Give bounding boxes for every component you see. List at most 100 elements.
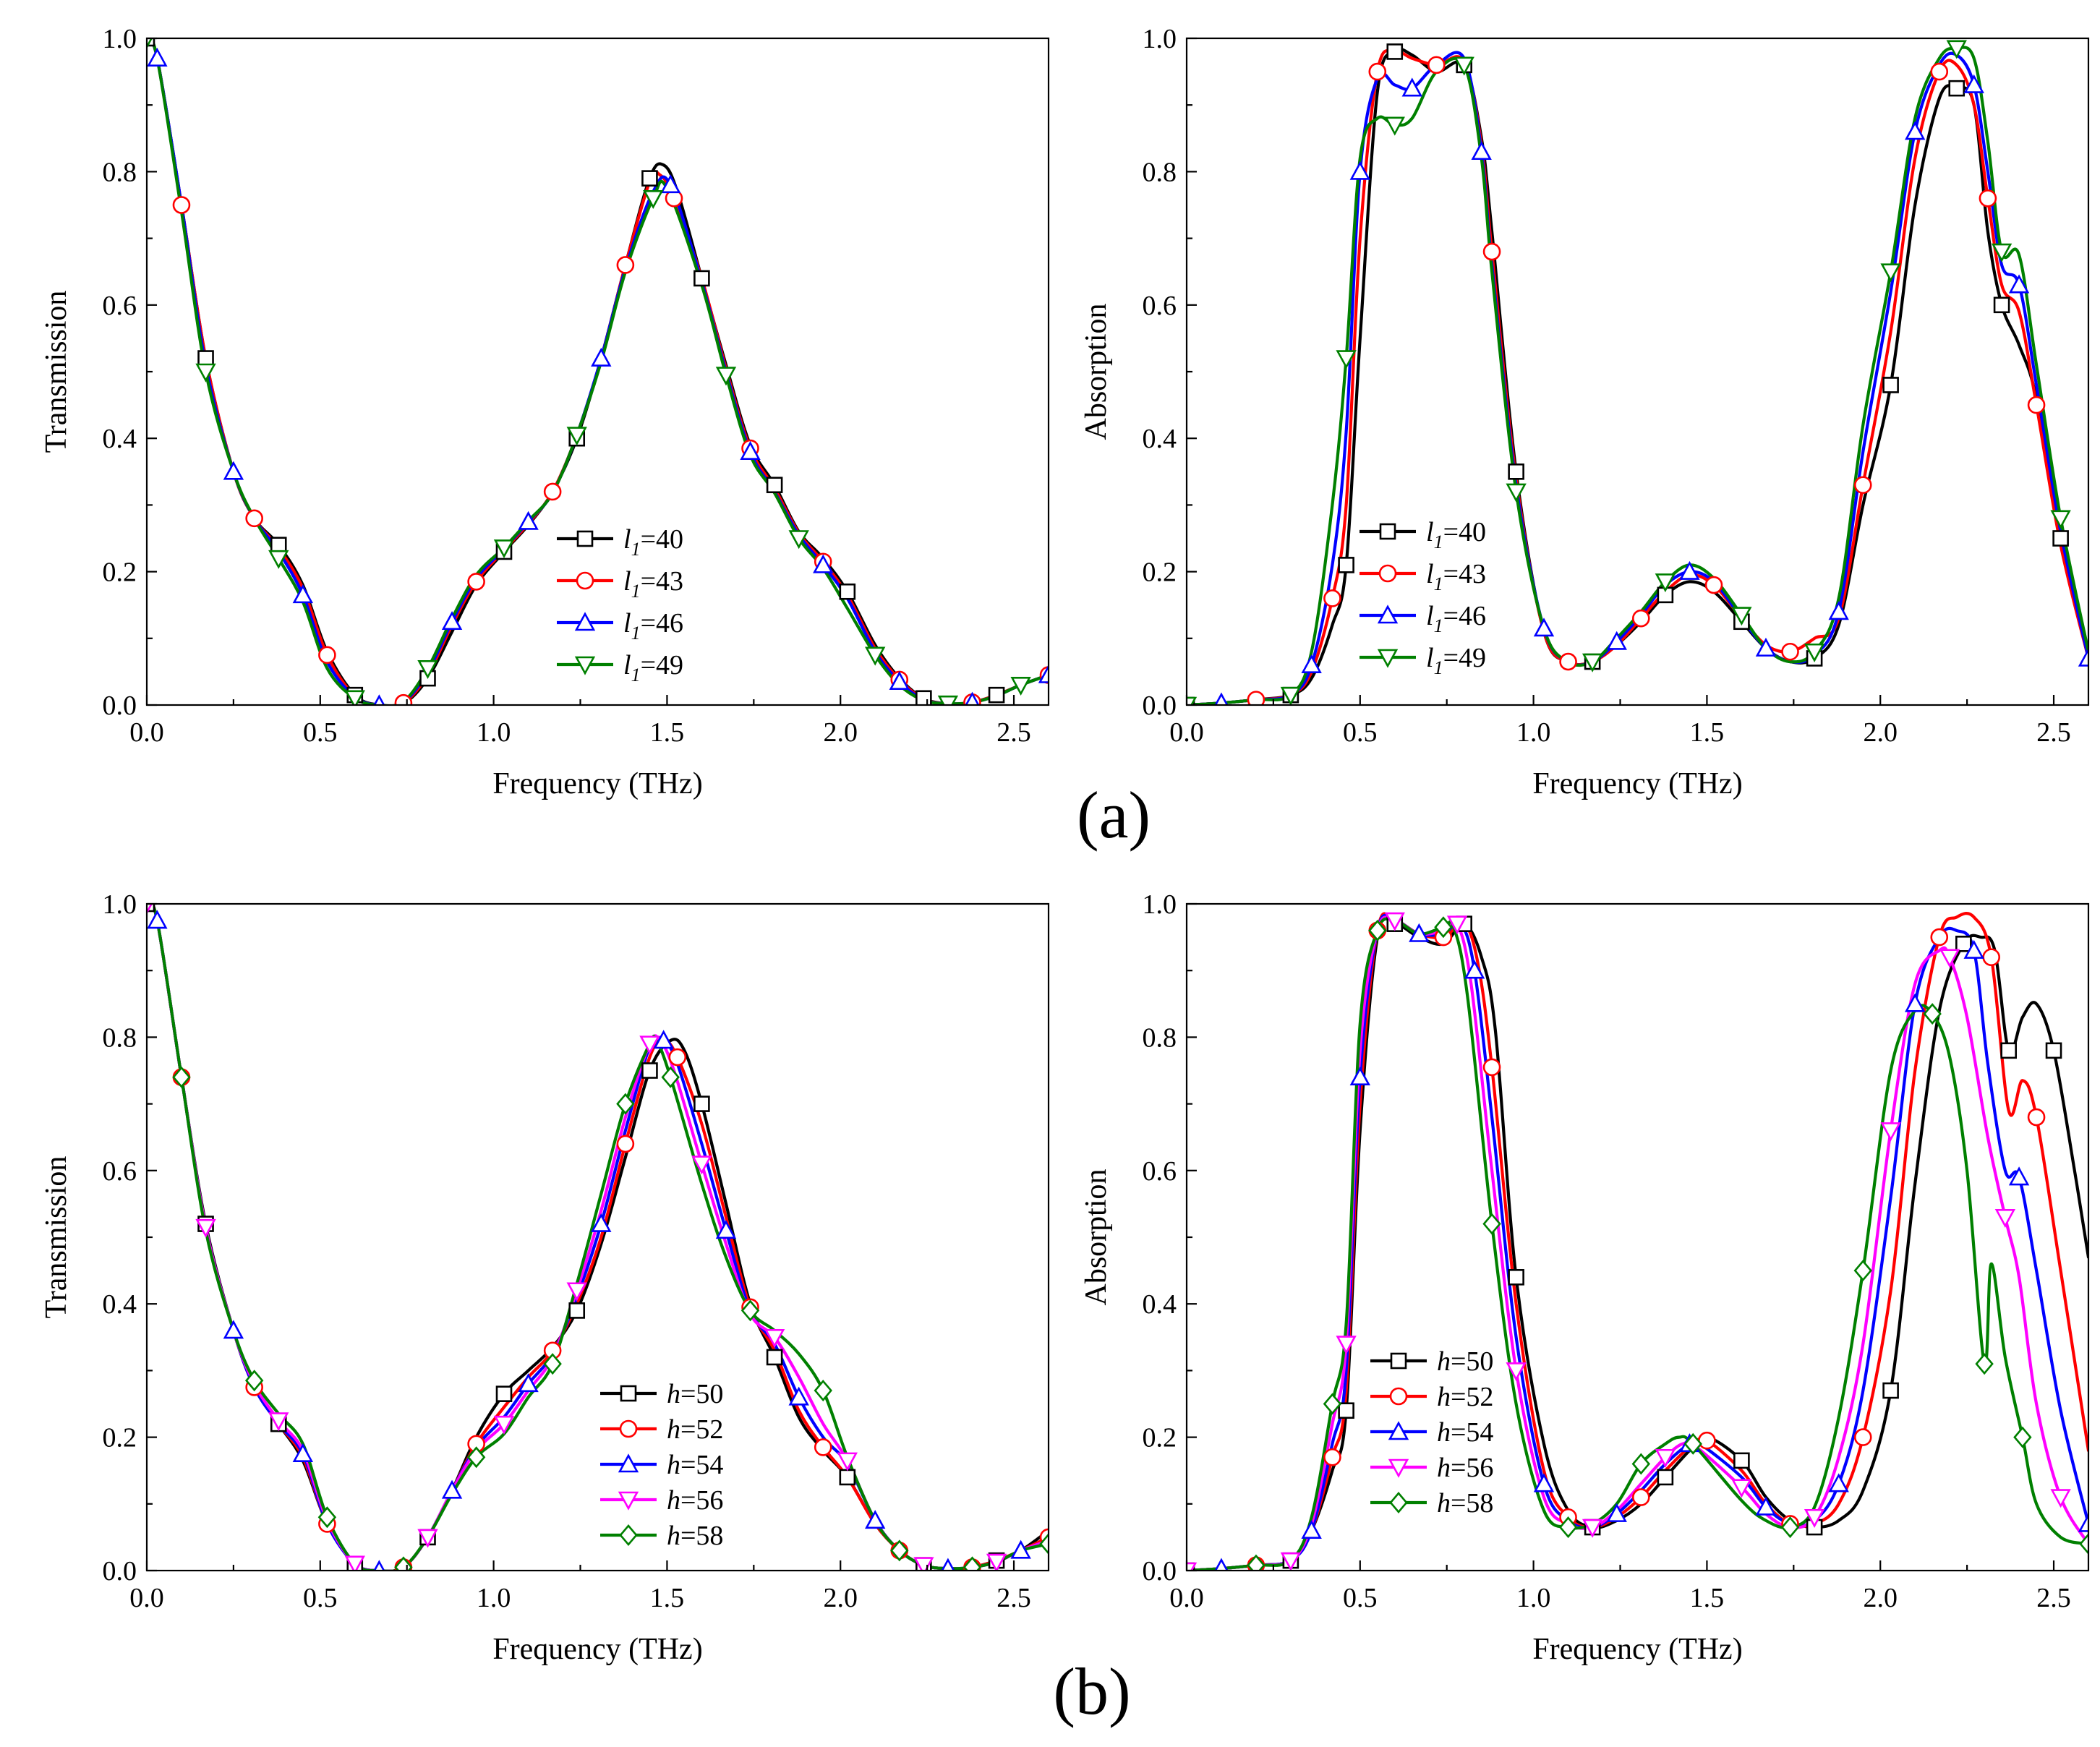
legend-label-40: l1=40 xyxy=(1426,517,1486,552)
data-point-54 xyxy=(2008,1166,2030,1186)
y-tick-label: 0.4 xyxy=(103,1289,137,1320)
data-point-40 xyxy=(1993,296,2010,314)
data-point-49 xyxy=(1336,350,1357,370)
data-point-58 xyxy=(661,1066,680,1088)
data-point-52 xyxy=(1698,1431,1716,1450)
data-point-46 xyxy=(1905,121,1926,140)
data-point-56 xyxy=(837,1452,858,1472)
y-axis-label: Absorption xyxy=(1080,304,1113,440)
data-point-56 xyxy=(1187,1562,1198,1571)
data-point-43 xyxy=(1631,609,1650,628)
legend-marker-52 xyxy=(1389,1387,1408,1406)
data-point-56 xyxy=(764,1329,785,1349)
x-tick-label: 1.0 xyxy=(477,1583,511,1613)
axis-frame xyxy=(1185,37,2090,706)
legend-marker-58 xyxy=(619,1524,638,1547)
data-point-56 xyxy=(1336,1336,1357,1355)
data-point-58 xyxy=(1247,1554,1265,1571)
data-point-49 xyxy=(1506,483,1527,503)
legend-label-56: h=56 xyxy=(667,1485,723,1516)
data-point-46 xyxy=(223,461,244,480)
legend-marker-50 xyxy=(620,1385,637,1402)
legend-marker-50 xyxy=(1390,1352,1407,1370)
data-point-58 xyxy=(616,1093,635,1115)
data-point-46 xyxy=(1828,601,1849,620)
chart-panel-a-left: 0.0 0.5 1.0 1.5 2.0 2.5 0.0 0.2 0.4 0.6 0.8 1.0 Freq… xyxy=(40,24,1050,800)
data-point-52 xyxy=(616,1135,635,1153)
data-point-52 xyxy=(814,1438,832,1456)
data-point-52 xyxy=(1930,928,1949,947)
series-line-46 xyxy=(1187,51,2088,705)
y-tick-label: 0.4 xyxy=(1143,1289,1177,1320)
series-line-43 xyxy=(1187,48,2088,705)
y-tick-label: 0.8 xyxy=(1143,157,1177,187)
legend-label-43: l1=43 xyxy=(623,566,683,602)
y-tick-label: 1.0 xyxy=(103,24,137,54)
data-point-58 xyxy=(172,1066,191,1088)
legend-label-56: h=56 xyxy=(1437,1453,1493,1483)
x-tick-label: 0.5 xyxy=(303,1583,338,1613)
data-point-54 xyxy=(1533,1473,1555,1492)
data-point-54 xyxy=(1301,1519,1322,1539)
data-point-58 xyxy=(1631,1453,1650,1475)
legend-label-46: l1=46 xyxy=(1426,601,1486,636)
panel-label-b: (b) xyxy=(1053,1654,1130,1728)
data-point-40 xyxy=(1948,80,1965,97)
data-point-54 xyxy=(1905,993,1926,1012)
data-point-46 xyxy=(591,347,612,367)
data-point-43 xyxy=(245,509,263,528)
data-point-56 xyxy=(1731,1479,1752,1498)
data-point-43 xyxy=(1368,62,1387,81)
legend-marker-43 xyxy=(576,571,594,590)
data-point-43 xyxy=(1427,56,1446,74)
data-point-49 xyxy=(268,550,289,569)
y-tick-label: 1.0 xyxy=(1143,24,1177,54)
data-point-58 xyxy=(317,1506,337,1529)
data-point-50 xyxy=(1657,1469,1674,1486)
data-point-46 xyxy=(1471,141,1492,161)
data-point-43 xyxy=(1559,652,1577,671)
data-point-58 xyxy=(2013,1426,2032,1448)
x-tick-label: 1.5 xyxy=(1690,1583,1725,1613)
data-point-50 xyxy=(2000,1042,2017,1059)
y-tick-label: 0.2 xyxy=(103,1423,137,1453)
data-point-43 xyxy=(1482,242,1501,261)
legend-marker-52 xyxy=(619,1419,638,1438)
data-point-56 xyxy=(1880,1122,1901,1142)
data-point-46 xyxy=(1679,560,1700,580)
y-tick-label: 0.8 xyxy=(103,1022,137,1053)
data-point-54 xyxy=(223,1320,244,1339)
data-point-56 xyxy=(195,1218,216,1238)
y-tick-label: 0.8 xyxy=(103,157,137,187)
data-point-50 xyxy=(1508,1269,1524,1286)
data-point-40 xyxy=(693,270,710,287)
data-point-56 xyxy=(986,1553,1007,1571)
data-point-50 xyxy=(641,1062,658,1079)
data-point-46 xyxy=(292,584,314,604)
y-tick-label: 0.0 xyxy=(103,691,137,721)
data-point-46 xyxy=(1214,692,1229,705)
data-point-49 xyxy=(344,690,365,705)
data-point-54 xyxy=(2078,1513,2088,1532)
legend-label-50: h=50 xyxy=(1437,1346,1493,1377)
data-point-43 xyxy=(467,573,485,591)
panels: 0.0 0.5 1.0 1.5 2.0 2.5 0.0 0.2 0.4 0.6 0.8 1.0 Freq… xyxy=(40,24,2090,1666)
data-point-52 xyxy=(1323,1448,1341,1466)
data-point-49 xyxy=(1991,243,2012,262)
data-point-52 xyxy=(668,1048,687,1067)
series-line-58 xyxy=(1187,917,2088,1571)
data-point-56 xyxy=(1446,915,1468,935)
data-point-58 xyxy=(962,1556,982,1571)
y-tick-label: 0.6 xyxy=(103,291,137,321)
legend-marker-49 xyxy=(1377,649,1399,668)
data-point-56 xyxy=(913,1557,934,1571)
x-tick-label: 1.5 xyxy=(650,717,685,748)
data-point-46 xyxy=(1606,631,1627,650)
data-point-43 xyxy=(172,196,191,214)
data-point-54 xyxy=(1409,923,1430,942)
legend-label-54: h=54 xyxy=(667,1450,723,1480)
data-point-58 xyxy=(1683,1432,1702,1455)
data-point-54 xyxy=(1349,1067,1370,1086)
plot-area xyxy=(1187,40,2088,705)
